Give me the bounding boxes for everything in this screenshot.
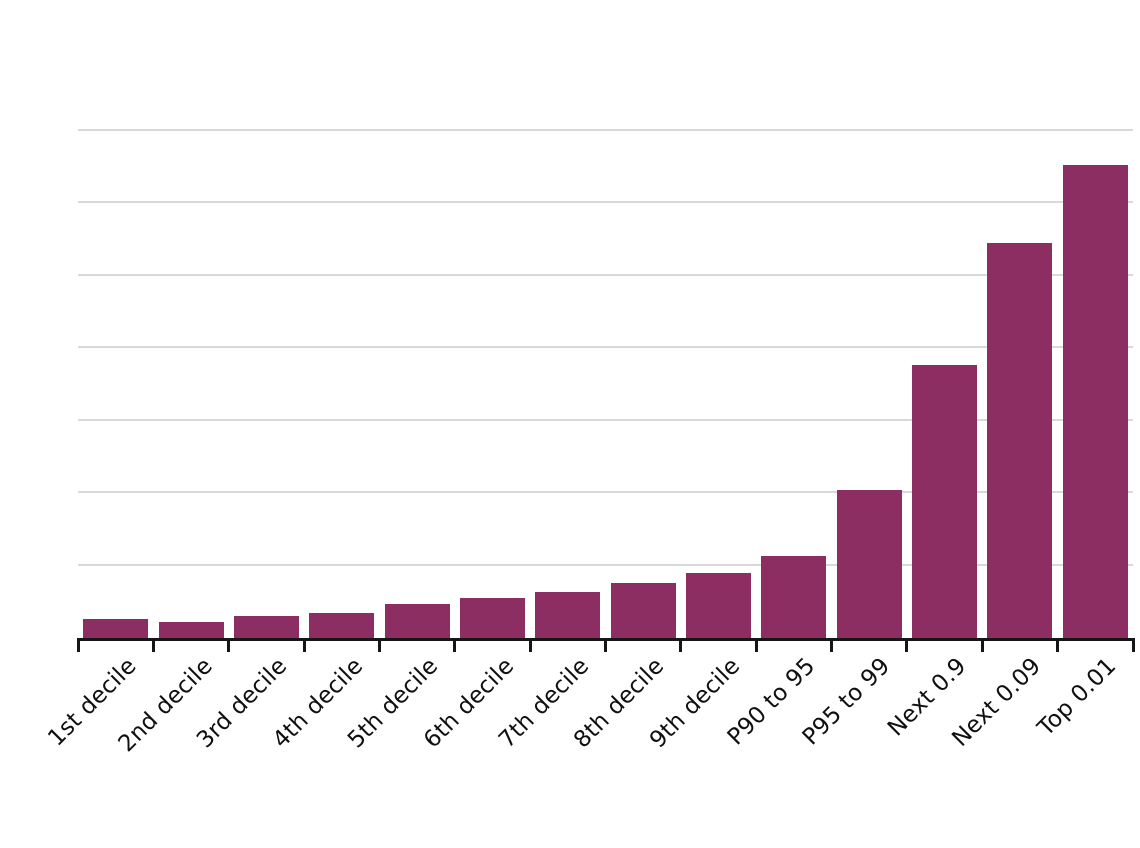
x-axis-tick <box>227 638 231 652</box>
x-axis-tick <box>830 638 834 652</box>
x-axis-tick <box>980 638 984 652</box>
x-axis-tick <box>754 638 758 652</box>
x-axis-tick <box>302 638 306 652</box>
gridline <box>78 418 1133 421</box>
x-axis-tick <box>528 638 532 652</box>
gridline <box>78 563 1133 566</box>
bar-top-0-01 <box>1062 165 1128 638</box>
bar-p90-to-95 <box>761 556 827 638</box>
gridline <box>78 128 1133 131</box>
x-axis-tick <box>151 638 155 652</box>
x-axis-tick <box>679 638 683 652</box>
bar-7th-decile <box>535 592 601 638</box>
bar-p95-to-99 <box>836 490 902 638</box>
gridline <box>78 346 1133 348</box>
x-axis-tick <box>604 638 607 652</box>
bar-5th-decile <box>384 603 450 638</box>
gridline <box>78 491 1133 493</box>
bar-8th-decile <box>610 582 676 638</box>
bar-3rd-decile <box>233 616 299 638</box>
bar-next-0-09 <box>987 242 1053 638</box>
gridline <box>78 273 1133 276</box>
x-axis-tick <box>1056 638 1060 652</box>
bar-9th-decile <box>686 572 752 638</box>
bar-4th-decile <box>309 612 375 638</box>
x-tick-label: Top 0.01 <box>1033 653 1122 742</box>
x-axis-tick <box>905 638 909 652</box>
bar-6th-decile <box>459 598 525 638</box>
x-axis-tick <box>76 638 80 652</box>
x-axis-tick <box>377 638 381 652</box>
gridline <box>78 201 1133 203</box>
x-axis-tick <box>1131 638 1135 652</box>
bar-1st-decile <box>83 619 149 638</box>
bar-2nd-decile <box>158 622 224 638</box>
bar-next-0-9 <box>912 364 978 638</box>
x-axis-tick <box>453 638 457 652</box>
